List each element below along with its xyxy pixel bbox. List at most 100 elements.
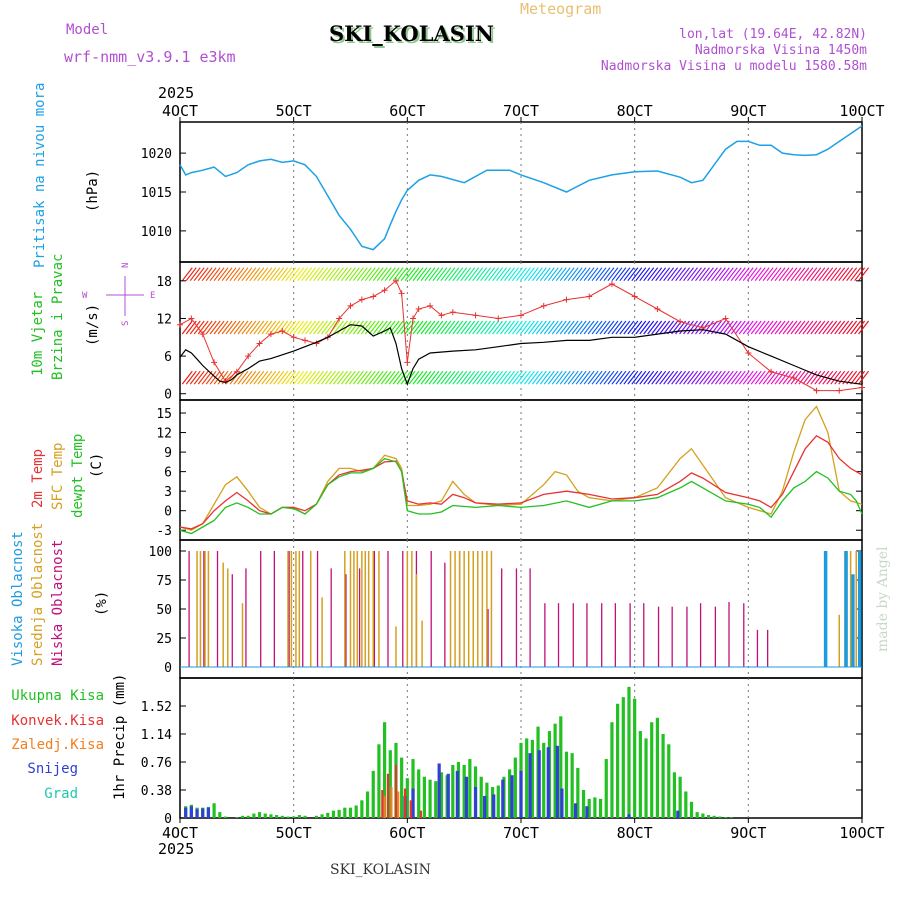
wind-barb [726,320,738,335]
product-title: Meteogram [520,0,601,18]
wind-barb [404,267,416,282]
wind-barb [718,370,730,385]
wind-barb [508,267,519,282]
wind-barb [766,267,778,282]
wind-barb [691,370,702,385]
gust-marker [472,312,479,319]
wind-barb [850,320,862,335]
wind-barb [440,370,452,385]
wind-barb [551,267,563,282]
total-precip-bar [439,772,444,818]
wind-barb [181,320,193,335]
snow-precip-bar [555,745,559,818]
total-precip-bar [513,757,517,818]
wind-barb [456,370,468,385]
wind-barb [726,370,738,385]
wind-barb [515,267,527,282]
wind-barb [277,370,289,385]
wind-barb [440,320,452,335]
total-precip-bar [360,800,364,818]
wind-barb [527,370,539,385]
total-precip-bar [627,686,631,818]
wind-barb [348,267,360,282]
wind-barb [269,267,281,282]
wind-barb [253,267,265,282]
total-precip-bar [530,739,534,818]
total-precip-bar [218,812,222,818]
wind-barb [313,370,325,385]
total-precip-bar [263,813,267,818]
wind-barb [583,370,595,385]
total-precip-bar [212,803,216,818]
y-tick-label: 1010 [141,225,172,240]
snow-precip-bar [510,775,514,818]
wind-barb [818,320,830,335]
y-tick-label: 50 [156,603,172,618]
wind-barb [277,267,289,282]
total-precip-bar [689,801,694,818]
wind-barb [336,267,348,282]
total-precip-bar [400,757,404,818]
wind-barb [289,370,301,385]
wind-barb [683,267,695,282]
temp-unit: (C) [89,453,105,478]
total-precip-bar [604,759,608,818]
wind-barb [627,320,639,335]
legend-snow: Snijeg [27,761,78,777]
y-tick-label: 1.14 [141,728,172,743]
temp-ylabel-t2m: 2m Temp [30,449,46,508]
wind-barb [444,320,456,335]
wind-barb [663,267,675,282]
year-label-top: 2025 [158,84,194,102]
wind-barb [655,267,667,282]
wind-barb [814,320,826,335]
wind-barb [663,320,675,335]
wind-barb [651,267,663,282]
wind-barb [372,370,384,385]
total-precip-bar [303,815,307,818]
wind-barb [643,320,655,335]
total-precip-bar [542,742,546,818]
wind-barb [543,267,555,282]
wind-barb [603,370,615,385]
total-precip-bar [581,790,586,818]
total-precip-bar [644,738,648,818]
y-tick-label: 12 [156,427,172,442]
year-label-bottom: 2025 [158,840,194,858]
wind-barb [352,320,364,335]
convective-precip-bar [403,788,407,818]
wind-barb [619,267,631,282]
snow-precip-bar [411,788,415,818]
wind-barb [667,320,679,335]
gust-marker [245,353,252,360]
wind-speed-line [179,324,863,387]
wind-barb [639,370,651,385]
total-precip-bar [655,717,659,818]
total-precip-bar [377,744,381,818]
wind-barb [695,267,706,282]
wind-barb [344,370,356,385]
wind-barb [623,370,635,385]
gust-marker [404,359,411,366]
x-tick-label: 8OCT [617,824,653,842]
wind-barb [392,370,404,385]
wind-barb [297,320,309,335]
y-tick-label: 0.76 [141,756,172,771]
y-tick-label: 12 [156,312,172,327]
gust-marker [381,287,388,294]
wind-barb [285,370,297,385]
wind-barb [364,320,376,335]
legend-convective: Konvek.Kisa [11,713,104,729]
wind-barb [523,267,535,282]
wind-barb [675,267,687,282]
wind-barb [420,267,432,282]
x-tick-label: 4OCT [162,824,198,842]
wind-barb [830,320,842,335]
wind-barb [798,267,810,282]
wind-barb [245,320,257,335]
gust-marker [631,293,638,300]
wind-barb [611,370,623,385]
wind-barb [754,320,766,335]
total-precip-bar [706,815,711,818]
wind-barb [368,370,380,385]
